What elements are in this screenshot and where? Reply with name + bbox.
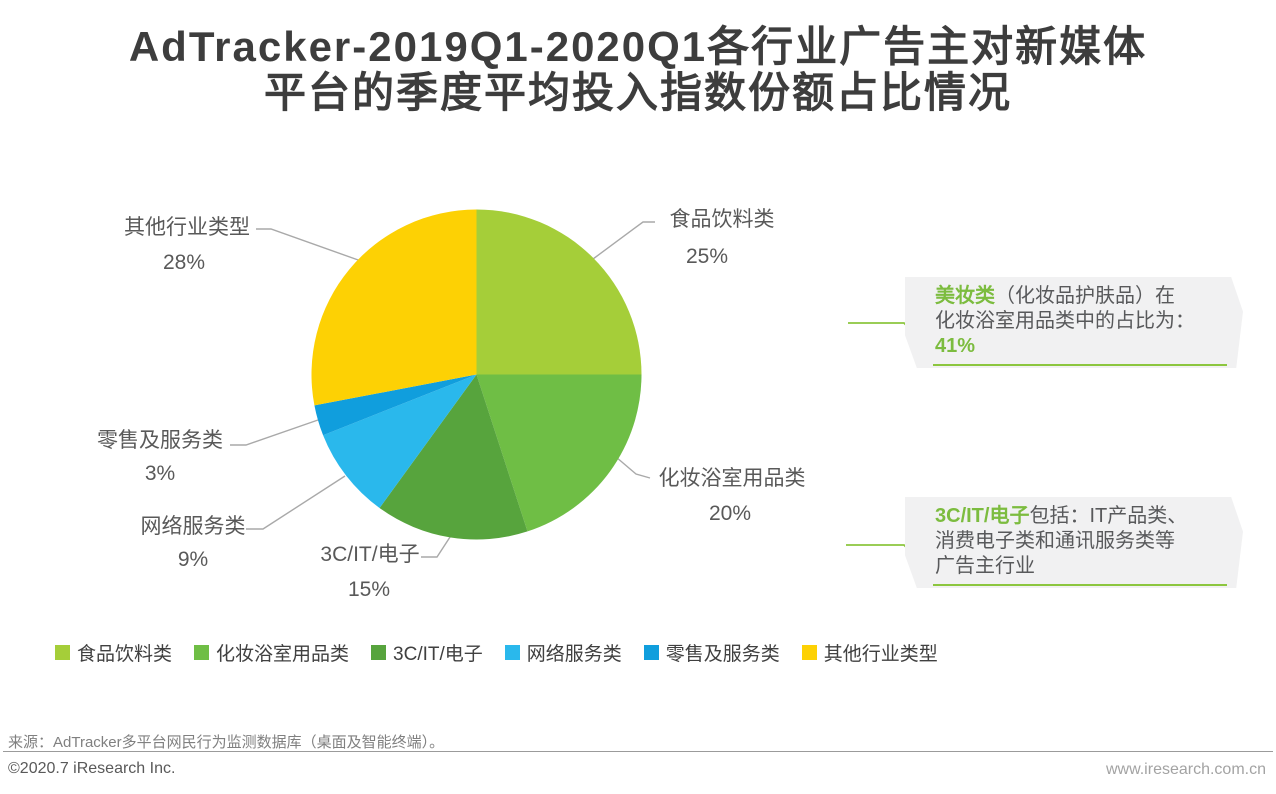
legend-swatch-other-industries xyxy=(801,645,817,660)
leader-line-cosmetics xyxy=(615,456,651,479)
pie-slice-5 xyxy=(311,209,477,406)
source-note: 来源：AdTracker多平台网民行为监测数据库（桌面及智能终端）。 xyxy=(8,734,445,751)
legend-item-network-services: 网络服务类 xyxy=(504,639,622,666)
pie-slice-0 xyxy=(476,209,642,375)
callout-3c-note: 3C/IT/电子包括：IT产品类、 消费电子类和通讯服务类等 广告主行业 xyxy=(905,497,1243,588)
copyright-text: ©2020.7 iResearch Inc. xyxy=(8,760,176,777)
callout-3c-lead: 3C/IT/电子 xyxy=(935,505,1030,527)
legend-label-cosmetics: 化妆浴室用品类 xyxy=(216,644,350,665)
callout-beauty-value: 41% xyxy=(935,335,976,357)
legend-item-cosmetics: 化妆浴室用品类 xyxy=(194,639,349,666)
title-line-2: 平台的季度平均投入指数份额占比情况 xyxy=(263,69,1012,116)
pie-slice-3 xyxy=(323,374,477,508)
callout-3c-line3: 广告主行业 xyxy=(935,555,1035,577)
leader-line-network-services xyxy=(246,475,346,530)
legend-swatch-network-services xyxy=(504,645,520,660)
pie-label-retail-services: 零售及服务类 xyxy=(97,429,223,452)
legend-swatch-cosmetics xyxy=(194,645,210,660)
legend-item-3c-it: 3C/IT/电子 xyxy=(371,639,483,666)
legend-swatch-3c-it xyxy=(371,645,387,660)
pie-value-other-industries: 28% xyxy=(162,251,206,274)
pie-value-cosmetics: 20% xyxy=(708,502,752,525)
pie-label-other-industries: 其他行业类型 xyxy=(124,216,250,239)
leader-line-3c-it xyxy=(421,533,453,558)
page-title: AdTracker-2019Q1-2020Q1各行业广告主对新媒体 平台的季度平… xyxy=(0,24,1276,116)
callout-3c-underline xyxy=(933,584,1227,586)
pie-slice-4 xyxy=(314,374,477,436)
pie-value-3c-it: 15% xyxy=(347,578,391,601)
pie-label-cosmetics: 化妆浴室用品类 xyxy=(658,467,806,490)
pie-chart xyxy=(311,209,642,540)
callout-beauty-note: 美妆类（化妆品护肤品）在 化妆浴室用品类中的占比为： 41% xyxy=(905,277,1243,368)
legend-item-food-beverage: 食品饮料类 xyxy=(55,639,172,666)
website-url: www.iresearch.com.cn xyxy=(1105,761,1266,778)
legend-label-other-industries: 其他行业类型 xyxy=(823,644,938,665)
legend-item-retail-services: 零售及服务类 xyxy=(643,639,780,666)
pie-value-food-beverage: 25% xyxy=(685,245,729,268)
leader-line-other-industries xyxy=(256,228,362,262)
pie-value-network-services: 9% xyxy=(177,548,209,571)
pie-slice-1 xyxy=(476,374,642,532)
footer-divider xyxy=(3,751,1273,752)
legend-item-other-industries: 其他行业类型 xyxy=(801,639,938,666)
legend-swatch-retail-services xyxy=(643,645,659,660)
leader-line-retail-services xyxy=(230,419,319,446)
legend-label-3c-it: 3C/IT/电子 xyxy=(393,644,483,665)
callout-beauty-line1: （化妆品护肤品）在 xyxy=(995,285,1175,307)
title-line-1: AdTracker-2019Q1-2020Q1各行业广告主对新媒体 xyxy=(128,23,1148,70)
pie-label-network-services: 网络服务类 xyxy=(140,515,246,538)
pie-slice-2 xyxy=(379,374,528,540)
legend-swatch-food-beverage xyxy=(55,645,70,660)
callout-beauty-lead: 美妆类 xyxy=(935,285,995,307)
legend-label-retail-services: 零售及服务类 xyxy=(665,644,780,665)
callout-3c-line2: 消费电子类和通讯服务类等 xyxy=(935,530,1175,552)
leader-line-food-beverage xyxy=(592,221,655,260)
legend: 食品饮料类 化妆浴室用品类 3C/IT/电子 网络服务类 零售及服务类 其他行业… xyxy=(55,639,938,666)
callout-3c-line1: 包括：IT产品类、 xyxy=(1029,505,1188,527)
callout-beauty-line2: 化妆浴室用品类中的占比为： xyxy=(935,310,1195,332)
pie-value-retail-services: 3% xyxy=(144,462,176,485)
pie-label-food-beverage: 食品饮料类 xyxy=(669,208,775,231)
legend-label-food-beverage: 食品饮料类 xyxy=(77,644,173,665)
pie-label-3c-it: 3C/IT/电子 xyxy=(320,543,420,566)
legend-label-network-services: 网络服务类 xyxy=(526,644,622,665)
callout-beauty-underline xyxy=(933,364,1227,366)
